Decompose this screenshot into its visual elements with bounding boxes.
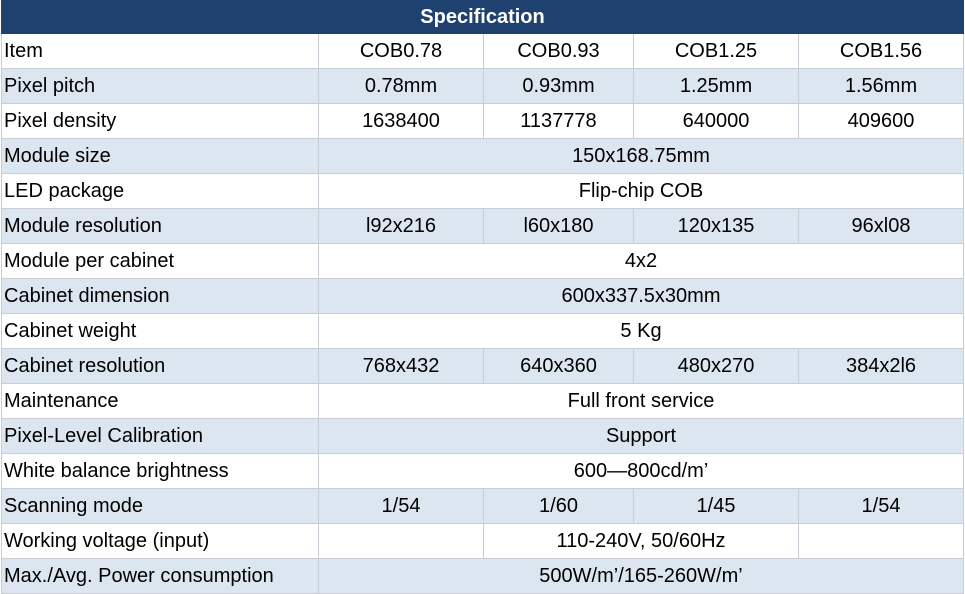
table-cell: 1.56mm bbox=[797, 68, 965, 104]
table-cell: 1638400 bbox=[318, 103, 484, 139]
table-cell: Cabinet weight bbox=[1, 313, 319, 349]
table-cell: LED package bbox=[1, 173, 319, 209]
table-cell: 640000 bbox=[633, 103, 799, 139]
table-cell: Pixel pitch bbox=[1, 68, 319, 104]
table-cell: 150x168.75mm bbox=[317, 138, 965, 174]
table-cell: 500W/m’/165-260W/m’ bbox=[317, 558, 965, 594]
table-row: Scanning mode 1/54 1/60 1/45 1/54 bbox=[1, 488, 965, 524]
table-cell: COB0.78 bbox=[318, 33, 484, 69]
table-row: Cabinet weight 5 Kg bbox=[1, 313, 965, 349]
table-cell: COB1.56 bbox=[797, 33, 965, 69]
table-row: Pixel density 1638400 1137778 640000 409600 bbox=[1, 103, 965, 139]
table-cell: Pixel-Level Calibration bbox=[1, 418, 319, 454]
table-cell: Module resolution bbox=[1, 208, 319, 244]
table-cell: 640x360 bbox=[483, 348, 634, 384]
table-row: White balance brightness 600—800cd/m’ bbox=[1, 453, 965, 489]
table-cell: 0.93mm bbox=[483, 68, 634, 104]
table-row: Module resolution l92x216 l60x180 120x135 96… bbox=[1, 208, 965, 244]
table-cell: 409600 bbox=[797, 103, 965, 139]
table-cell: Cabinet dimension bbox=[1, 278, 319, 314]
table-cell: 384x2l6 bbox=[797, 348, 965, 384]
table-cell: 1/54 bbox=[797, 488, 965, 524]
table-row: Cabinet dimension 600x337.5x30mm bbox=[1, 278, 965, 314]
table-row: Pixel pitch 0.78mm 0.93mm 1.25mm 1.56mm bbox=[1, 68, 965, 104]
table-cell: Module size bbox=[1, 138, 319, 174]
table-cell: 1137778 bbox=[483, 103, 634, 139]
table-cell: Item bbox=[1, 33, 319, 69]
table-title: Specification bbox=[0, 0, 965, 34]
table-cell: COB0.93 bbox=[483, 33, 634, 69]
table-body: Item COB0.78 COB0.93 COB1.25 COB1.56 Pixel pi… bbox=[1, 33, 965, 594]
empty-cell bbox=[318, 523, 484, 559]
table-cell: Module per cabinet bbox=[1, 243, 319, 279]
table-cell: l92x216 bbox=[318, 208, 484, 244]
table-cell: 5 Kg bbox=[317, 313, 965, 349]
table-cell: Scanning mode bbox=[1, 488, 319, 524]
table-cell: Full front service bbox=[317, 383, 965, 419]
table-cell: Flip-chip COB bbox=[317, 173, 965, 209]
table-cell: 600x337.5x30mm bbox=[317, 278, 965, 314]
table-row: Maintenance Full front service bbox=[1, 383, 965, 419]
empty-cell bbox=[797, 523, 965, 559]
table-cell: 1/54 bbox=[318, 488, 484, 524]
table-cell: Max./Avg. Power consumption bbox=[1, 558, 319, 594]
table-row: Module size 150x168.75mm bbox=[1, 138, 965, 174]
table-cell: 96xl08 bbox=[797, 208, 965, 244]
table-cell: 480x270 bbox=[633, 348, 799, 384]
table-row: Working voltage (input) 110-240V, 50/60Hz bbox=[1, 523, 965, 559]
table-cell: 4x2 bbox=[317, 243, 965, 279]
table-row: Pixel-Level Calibration Support bbox=[1, 418, 965, 454]
table-cell: COB1.25 bbox=[633, 33, 799, 69]
table-row: Cabinet resolution 768x432 640x360 480x270 3… bbox=[1, 348, 965, 384]
table-cell: 1.25mm bbox=[633, 68, 799, 104]
table-cell: Working voltage (input) bbox=[1, 523, 319, 559]
table-row: Module per cabinet 4x2 bbox=[1, 243, 965, 279]
table-cell: 110-240V, 50/60Hz bbox=[483, 523, 799, 559]
table-cell: Pixel density bbox=[1, 103, 319, 139]
table-row: Item COB0.78 COB0.93 COB1.25 COB1.56 bbox=[1, 33, 965, 69]
table-cell: 1/60 bbox=[483, 488, 634, 524]
table-cell: 120x135 bbox=[633, 208, 799, 244]
table-cell: Maintenance bbox=[1, 383, 319, 419]
table-cell: 600—800cd/m’ bbox=[317, 453, 965, 489]
table-cell: White balance brightness bbox=[1, 453, 319, 489]
table-cell: Cabinet resolution bbox=[1, 348, 319, 384]
table-row: Max./Avg. Power consumption 500W/m’/165-2… bbox=[1, 558, 965, 594]
table-cell: l60x180 bbox=[483, 208, 634, 244]
table-cell: 1/45 bbox=[633, 488, 799, 524]
table-cell: 768x432 bbox=[318, 348, 484, 384]
table-row: LED package Flip-chip COB bbox=[1, 173, 965, 209]
title-row: Specification bbox=[0, 0, 965, 34]
table-cell: 0.78mm bbox=[318, 68, 484, 104]
table-cell: Support bbox=[317, 418, 965, 454]
